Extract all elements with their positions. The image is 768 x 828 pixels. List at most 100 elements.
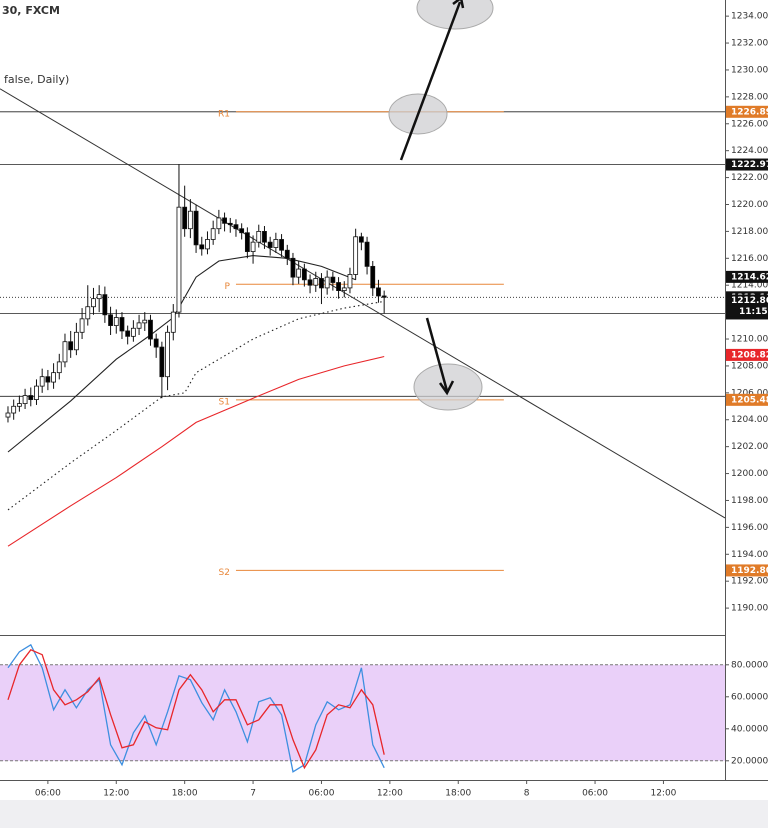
y-tick-label: 1210.00 bbox=[731, 335, 768, 345]
candle-body bbox=[330, 276, 336, 283]
arrow-head bbox=[452, 0, 465, 9]
candle-body bbox=[125, 330, 131, 337]
price-tag-label: 1192.80 bbox=[731, 566, 768, 576]
price-tag bbox=[726, 105, 768, 118]
y-tick-label: 1218.00 bbox=[731, 227, 768, 237]
candle-body bbox=[170, 311, 176, 333]
candle-body bbox=[227, 222, 233, 226]
y-tick-label: 1196.00 bbox=[731, 523, 768, 533]
axes: 1190.00 1192.00 1194.00 1196.00 1198.00 1200.… bbox=[35, 12, 768, 799]
candle-body bbox=[142, 319, 148, 324]
y-tick-label: 1208.00 bbox=[731, 361, 768, 371]
candle-body bbox=[148, 319, 153, 340]
drawings bbox=[388, 0, 494, 411]
candle-body bbox=[11, 405, 17, 414]
candle-body bbox=[102, 294, 108, 316]
candle-body bbox=[96, 294, 102, 300]
candle-body bbox=[39, 376, 45, 387]
y-tick-label: 1220.00 bbox=[731, 200, 768, 210]
y-tick-label: 1228.00 bbox=[731, 92, 768, 102]
x-tick-label: 06:00 bbox=[35, 789, 61, 799]
candle-body bbox=[56, 361, 62, 374]
candle-body bbox=[85, 306, 91, 320]
pivot-label: R1 bbox=[218, 109, 230, 119]
x-tick-label: 06:00 bbox=[308, 789, 334, 799]
candle-body bbox=[358, 236, 364, 243]
candle-body bbox=[233, 224, 239, 230]
candle-body bbox=[284, 249, 290, 259]
candle-body bbox=[273, 239, 279, 248]
arrow-head bbox=[438, 380, 455, 396]
pivot-label: S1 bbox=[219, 397, 230, 407]
y-tick-label: 1230.00 bbox=[731, 65, 768, 75]
candle-body bbox=[376, 287, 381, 297]
countdown-tag bbox=[726, 305, 768, 317]
candle-body bbox=[296, 268, 302, 278]
price-tag bbox=[726, 348, 768, 361]
candle-body bbox=[319, 278, 324, 289]
y-tick-label: 1206.00 bbox=[731, 388, 768, 398]
main-pane: R1 P S1 S2 bbox=[0, 88, 726, 773]
x-tick-label: 12:00 bbox=[377, 789, 403, 799]
pivot-label: S2 bbox=[219, 568, 230, 578]
candle-body bbox=[210, 228, 216, 240]
y-tick-label: 1194.00 bbox=[731, 550, 768, 560]
candle-body bbox=[113, 317, 119, 326]
candle-body bbox=[381, 295, 387, 298]
candle-body bbox=[222, 217, 227, 224]
candle-body bbox=[262, 230, 267, 243]
trendline bbox=[0, 88, 726, 519]
moving-average bbox=[7, 355, 385, 547]
candle-body bbox=[199, 244, 205, 250]
osc-y-tick-label: 20.0000 bbox=[731, 756, 768, 766]
candle-body bbox=[279, 239, 284, 251]
candle-body bbox=[119, 317, 125, 332]
candle-body bbox=[153, 338, 159, 348]
price-tag-label: 1212.86 bbox=[731, 296, 768, 306]
osc-y-tick-label: 80.0000 bbox=[731, 660, 768, 670]
candle-body bbox=[5, 412, 11, 418]
candle-body bbox=[187, 210, 193, 230]
panes bbox=[0, 0, 768, 781]
countdown-label: 11:15 bbox=[739, 307, 768, 317]
price-tag bbox=[726, 393, 768, 406]
price-tag bbox=[726, 270, 768, 283]
price-tag bbox=[726, 564, 768, 577]
y-tick-label: 1216.00 bbox=[731, 254, 768, 264]
candle-body bbox=[216, 217, 222, 230]
x-tick-label: 8 bbox=[524, 789, 530, 799]
target-ellipse bbox=[413, 363, 483, 411]
candle-body bbox=[347, 274, 353, 289]
price-tag bbox=[726, 294, 768, 307]
arrow bbox=[425, 317, 449, 392]
x-tick-label: 7 bbox=[250, 789, 256, 799]
y-tick-label: 1198.00 bbox=[731, 496, 768, 506]
candle-body bbox=[205, 239, 210, 250]
moving-average bbox=[7, 300, 385, 511]
oscillator-line bbox=[7, 643, 385, 773]
y-tick-label: 1202.00 bbox=[731, 442, 768, 452]
candle-body bbox=[267, 241, 273, 248]
y-tick-label: 1226.00 bbox=[731, 119, 768, 129]
candle-body bbox=[73, 331, 79, 351]
pivot-label: P bbox=[225, 282, 231, 292]
candle-body bbox=[79, 318, 85, 333]
candle-body bbox=[364, 241, 370, 267]
candle-body bbox=[307, 279, 313, 286]
y-tick-label: 1224.00 bbox=[731, 146, 768, 156]
symbol-label: 30, FXCM bbox=[2, 4, 60, 17]
study-label: false, Daily) bbox=[4, 73, 69, 86]
candle-body bbox=[51, 372, 56, 383]
candle-body bbox=[370, 265, 376, 289]
osc-y-tick-label: 60.0000 bbox=[731, 692, 768, 702]
x-tick-label: 12:00 bbox=[650, 789, 676, 799]
footer-strip bbox=[0, 800, 768, 828]
price-tag-label: 1226.89 bbox=[731, 107, 768, 117]
candle-body bbox=[353, 236, 359, 275]
y-tick-label: 1222.00 bbox=[731, 173, 768, 183]
y-tick-label: 1204.00 bbox=[731, 415, 768, 425]
candle-body bbox=[336, 282, 341, 291]
osc-y-tick-label: 40.0000 bbox=[731, 724, 768, 734]
